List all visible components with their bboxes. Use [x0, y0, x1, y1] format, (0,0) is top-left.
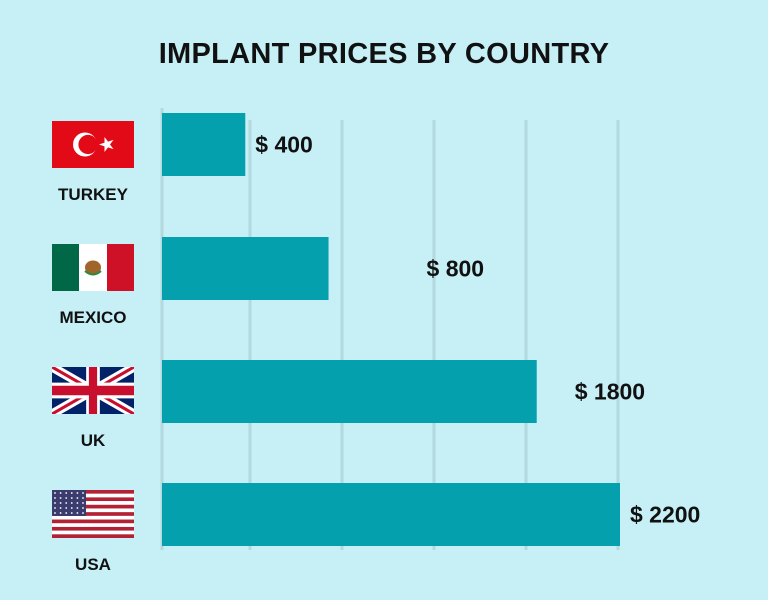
bar-usa	[162, 483, 620, 546]
data-label: $ 2200	[630, 502, 700, 528]
usa-flag-icon	[52, 490, 134, 538]
data-label: $ 1800	[575, 379, 645, 405]
category-label: USA	[75, 555, 111, 574]
uk-flag-icon	[52, 367, 134, 414]
turkey-flag-icon	[52, 121, 134, 168]
bar-mexico	[162, 237, 329, 300]
chart-title: IMPLANT PRICES BY COUNTRY	[158, 38, 610, 70]
bar-uk	[162, 360, 537, 423]
mexico-flag-icon	[52, 244, 134, 291]
data-label: $ 800	[427, 256, 485, 282]
bar-turkey	[162, 113, 246, 176]
category-label: MEXICO	[59, 308, 127, 327]
category-label: TURKEY	[58, 185, 128, 204]
data-label: $ 400	[255, 132, 313, 158]
category-label: UK	[80, 431, 106, 450]
